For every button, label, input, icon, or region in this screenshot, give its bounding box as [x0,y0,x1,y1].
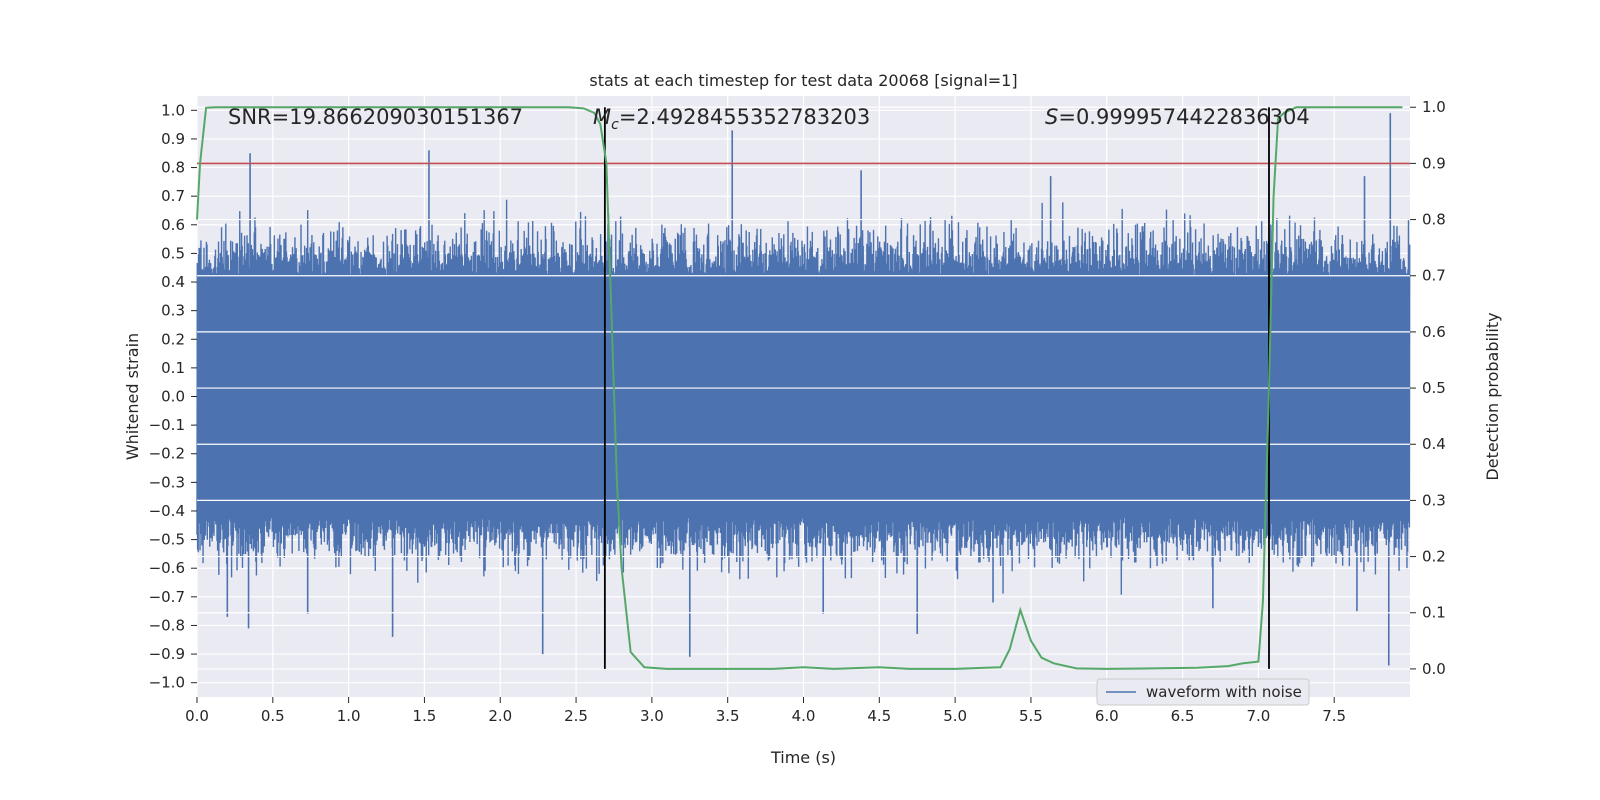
s-value: =0.9999574422836304 [1058,105,1309,129]
chirp-mass-annotation: Mc=2.4928455352783203 [593,105,870,133]
probability-line [196,106,1403,670]
y-tick-label: −0.1 [149,416,185,434]
y-tick-label: 0.0 [161,388,185,406]
y-tick-label: −0.9 [149,645,185,663]
y-tick-label: 0.4 [161,273,185,291]
y-tick-label: 0.7 [161,187,185,205]
y-tick-label: −0.6 [149,559,185,577]
y2-tick-label: 0.7 [1422,267,1446,285]
legend: waveform with noise [1096,678,1310,706]
y2-tick-label: 0.4 [1422,435,1446,453]
x-axis-title: Time (s) [770,748,836,767]
x-tick-label: 4.0 [792,707,816,725]
x-tick-label: 1.5 [413,707,437,725]
x-tick-label: 7.0 [1246,707,1270,725]
s-symbol: S [1045,105,1058,129]
y2-axis-title: Detection probability [1483,312,1502,480]
mc-subscript: c [611,117,619,133]
x-tick-label: 3.0 [640,707,664,725]
y-tick-label: 0.9 [161,130,185,148]
x-tick-label: 5.0 [943,707,967,725]
snr-annotation: SNR=19.866209030151367 [228,105,523,129]
x-tick-label: 5.5 [1019,707,1043,725]
y2-tick-label: 0.9 [1422,154,1446,172]
y-tick-label: −0.5 [149,531,185,549]
y-axis-title: Whitened strain [123,333,142,460]
y2-tick-label: 1.0 [1422,98,1446,116]
y-tick-label: 0.6 [161,216,185,234]
x-tick-label: 2.0 [488,707,512,725]
y2-tick-label: 0.1 [1422,604,1446,622]
chart-title: stats at each timestep for test data 200… [589,71,1017,90]
legend-box [1096,678,1310,706]
y-tick-label: −0.7 [149,588,185,606]
y-tick-label: −1.0 [149,674,185,692]
legend-label-waveform: waveform with noise [1146,683,1302,701]
x-tick-label: 4.5 [867,707,891,725]
x-tick-label: 2.5 [564,707,588,725]
x-tick-label: 7.5 [1322,707,1346,725]
y2-tick-label: 0.8 [1422,211,1446,229]
y-tick-label: −0.2 [149,445,185,463]
y2-tick-label: 0.2 [1422,548,1446,566]
x-tick-label: 6.0 [1095,707,1119,725]
y-tick-label: 0.5 [161,244,185,262]
y2-tick-label: 0.5 [1422,379,1446,397]
x-tick-label: 6.5 [1171,707,1195,725]
waveform-core [197,276,1410,517]
y2-tick-label: 0.0 [1422,660,1446,678]
x-tick-label: 0.0 [185,707,209,725]
score-annotation: S=0.9999574422836304 [1045,105,1310,129]
y-tick-label: 1.0 [161,101,185,119]
y-tick-label: 0.1 [161,359,185,377]
y2-tick-label: 0.3 [1422,491,1446,509]
y-tick-label: −0.3 [149,473,185,491]
waveform-layer [196,113,1411,666]
x-tick-label: 0.5 [261,707,285,725]
ticks: 0.0 0.5 1.0 1.5 2.0 2.5 3.0 3.5 4.0 4.5 5.0 5.5 6.0 6… [149,98,1446,725]
y-tick-label: −0.4 [149,502,185,520]
y-tick-label: −0.8 [149,616,185,634]
y-tick-label: 0.2 [161,330,185,348]
y2-tick-label: 0.6 [1422,323,1446,341]
overlay-layer [196,106,1410,670]
mc-symbol: M [593,105,611,129]
y-tick-label: 0.3 [161,302,185,320]
x-tick-label: 3.5 [716,707,740,725]
y-tick-label: 0.8 [161,159,185,177]
mc-value: =2.4928455352783203 [619,105,870,129]
x-tick-label: 1.0 [337,707,361,725]
